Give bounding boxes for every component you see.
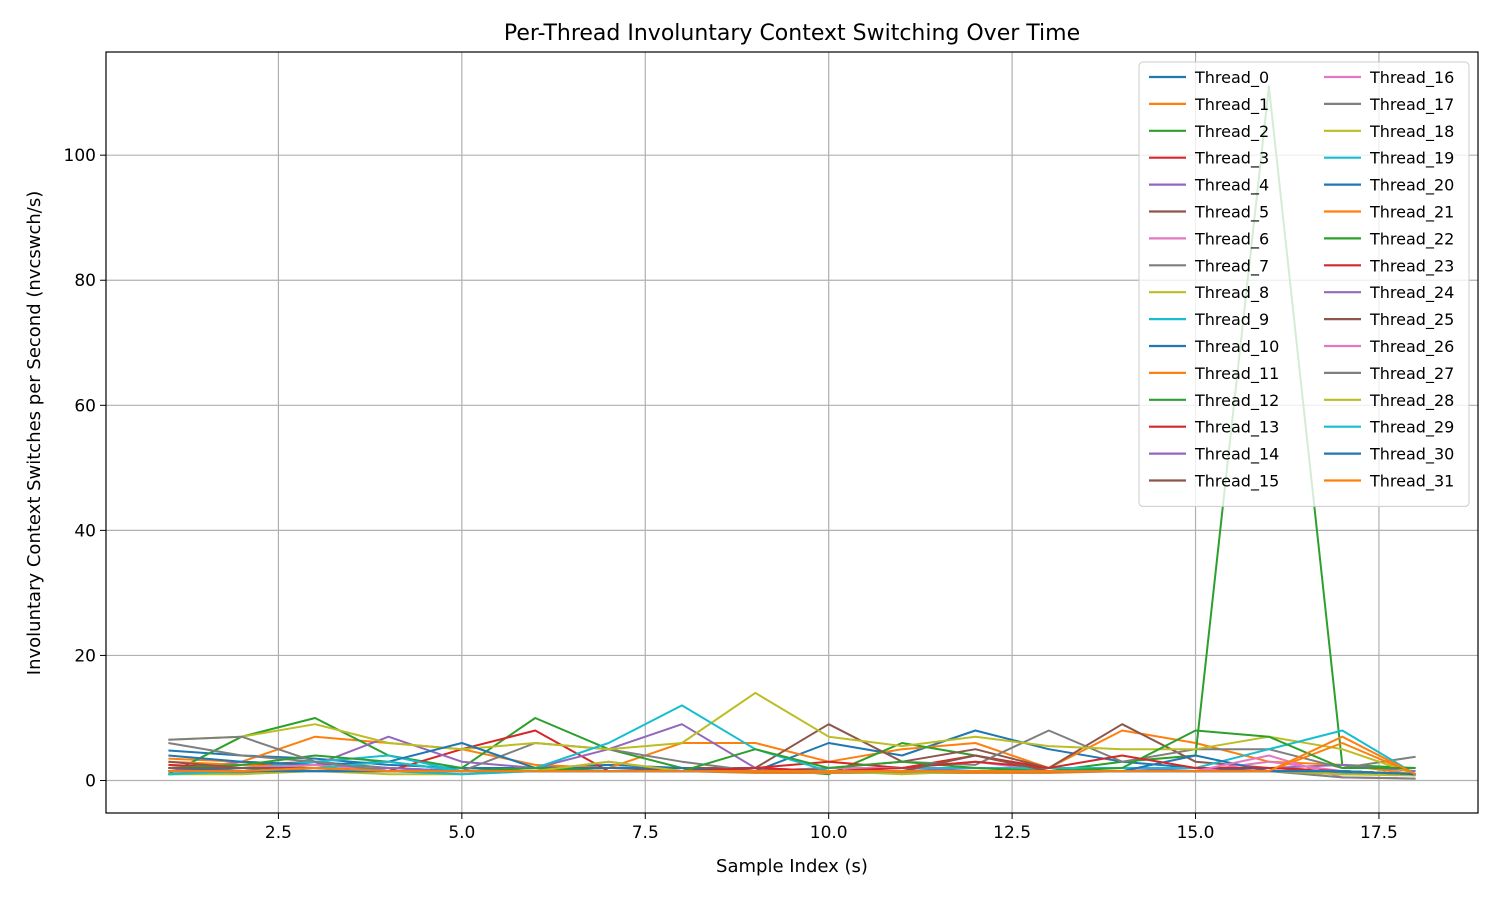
- legend-label: Thread_17: [1369, 95, 1454, 115]
- legend-item: Thread_7: [1149, 256, 1269, 276]
- legend-label: Thread_16: [1369, 68, 1454, 88]
- y-tick-label: 60: [74, 396, 96, 416]
- legend-item: Thread_29: [1324, 418, 1454, 438]
- legend-label: Thread_23: [1369, 256, 1454, 276]
- legend-label: Thread_30: [1369, 445, 1454, 465]
- x-tick-label: 5.0: [448, 823, 475, 843]
- legend-item: Thread_8: [1149, 283, 1269, 303]
- legend-item: Thread_19: [1324, 149, 1454, 169]
- legend-label: Thread_6: [1194, 229, 1269, 249]
- legend-item: Thread_24: [1324, 283, 1454, 303]
- plot-frame: [105, 51, 1479, 814]
- legend-item: Thread_22: [1324, 229, 1454, 249]
- legend-label: Thread_9: [1194, 310, 1269, 330]
- legend-label: Thread_26: [1369, 337, 1454, 357]
- legend-item: Thread_6: [1149, 229, 1269, 249]
- x-tick-label: 10.0: [810, 823, 848, 843]
- legend-item: Thread_20: [1324, 176, 1454, 196]
- legend-label: Thread_5: [1194, 203, 1269, 223]
- legend-label: Thread_21: [1369, 203, 1454, 223]
- y-tick-label: 100: [64, 146, 96, 166]
- legend-label: Thread_8: [1194, 283, 1269, 303]
- x-axis-label: Sample Index (s): [716, 856, 868, 877]
- legend-item: Thread_31: [1324, 472, 1454, 492]
- legend-item: Thread_15: [1149, 472, 1279, 492]
- legend-item: Thread_27: [1324, 364, 1454, 384]
- y-tick-label: 40: [74, 521, 96, 541]
- legend-label: Thread_3: [1194, 149, 1269, 169]
- legend-item: Thread_3: [1149, 149, 1269, 169]
- legend-label: Thread_18: [1369, 122, 1454, 142]
- legend-item: Thread_2: [1149, 122, 1269, 142]
- legend-item: Thread_5: [1149, 203, 1269, 223]
- legend-item: Thread_9: [1149, 310, 1269, 330]
- legend-label: Thread_29: [1369, 418, 1454, 438]
- x-tick-label: 15.0: [1177, 823, 1215, 843]
- legend-item: Thread_10: [1149, 337, 1279, 357]
- legend-label: Thread_15: [1194, 472, 1279, 492]
- legend-label: Thread_28: [1369, 391, 1454, 411]
- legend-item: Thread_23: [1324, 256, 1454, 276]
- legend-label: Thread_10: [1194, 337, 1279, 357]
- y-axis-label: Involuntary Context Switches per Second …: [24, 191, 45, 675]
- legend-label: Thread_24: [1369, 283, 1454, 303]
- legend-item: Thread_14: [1149, 445, 1279, 465]
- legend-item: Thread_25: [1324, 310, 1454, 330]
- legend-item: Thread_11: [1149, 364, 1279, 384]
- legend-label: Thread_19: [1369, 149, 1454, 169]
- legend-item: Thread_0: [1149, 68, 1269, 88]
- x-tick-label: 2.5: [265, 823, 292, 843]
- legend: Thread_0 Thread_1 Thread_2 Thread_3 Thread_4…: [1138, 61, 1470, 507]
- y-tick-label: 0: [85, 771, 96, 791]
- legend-box: [1138, 61, 1470, 507]
- chart-title: Per-Thread Involuntary Context Switching…: [504, 21, 1080, 46]
- legend-label: Thread_4: [1194, 176, 1269, 196]
- legend-label: Thread_1: [1194, 95, 1269, 115]
- legend-label: Thread_20: [1369, 176, 1454, 196]
- legend-label: Thread_0: [1194, 68, 1269, 88]
- legend-label: Thread_11: [1194, 364, 1279, 384]
- legend-label: Thread_27: [1369, 364, 1454, 384]
- legend-item: Thread_30: [1324, 445, 1454, 465]
- legend-item: Thread_13: [1149, 418, 1279, 438]
- legend-label: Thread_31: [1369, 472, 1454, 492]
- legend-item: Thread_21: [1324, 203, 1454, 223]
- legend-label: Thread_14: [1194, 445, 1279, 465]
- legend-label: Thread_7: [1194, 256, 1269, 276]
- x-tick-label: 7.5: [632, 823, 659, 843]
- series-line-thread-9: [168, 704, 1417, 776]
- series-line-thread-31: [168, 735, 1417, 776]
- x-tick-label: 12.5: [993, 823, 1031, 843]
- series-line-thread-8: [168, 691, 1416, 776]
- legend-label: Thread_22: [1369, 229, 1454, 249]
- series-line-thread-12: [168, 729, 1416, 773]
- legend-label: Thread_2: [1194, 122, 1269, 142]
- legend-label: Thread_12: [1194, 391, 1279, 411]
- y-tick-label: 80: [74, 271, 96, 291]
- legend-item: Thread_16: [1324, 68, 1454, 88]
- legend-item: Thread_28: [1324, 391, 1454, 411]
- legend-item: Thread_18: [1324, 122, 1454, 142]
- x-axis: 2.5 5.0 7.5 10.0 12.5 15.0 17.5: [265, 813, 1398, 843]
- legend-label: Thread_25: [1369, 310, 1454, 330]
- legend-label: Thread_13: [1194, 418, 1279, 438]
- y-tick-label: 20: [74, 646, 96, 666]
- y-axis: 0 20 40 60 80 100: [64, 146, 106, 791]
- legend-item: Thread_26: [1324, 337, 1454, 357]
- x-tick-label: 17.5: [1360, 823, 1398, 843]
- series-lines: [167, 85, 1417, 780]
- legend-item: Thread_1: [1149, 95, 1269, 115]
- legend-item: Thread_4: [1149, 176, 1269, 196]
- legend-item: Thread_17: [1324, 95, 1454, 115]
- legend-item: Thread_12: [1149, 391, 1279, 411]
